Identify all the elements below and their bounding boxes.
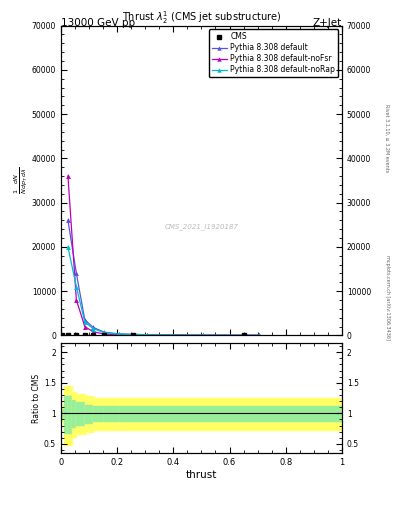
- Pythia 8.308 default-noRap: [116, 331, 121, 337]
- CMS: [130, 332, 135, 338]
- Pythia 8.308 default-noRap: [83, 319, 87, 325]
- Pythia 8.308 default-noRap: [257, 332, 261, 338]
- Pythia 8.308 default-noRap: [66, 244, 70, 250]
- Pythia 8.308 default-noFsr: [83, 324, 87, 330]
- Pythia 8.308 default: [66, 217, 70, 223]
- CMS: [241, 332, 246, 338]
- Text: CMS_2021_I1920187: CMS_2021_I1920187: [164, 224, 239, 230]
- Pythia 8.308 default-noFsr: [66, 173, 70, 179]
- CMS: [66, 332, 70, 338]
- Pythia 8.308 default: [116, 331, 121, 337]
- Text: Rivet 3.1.10, ≥ 3.2M events: Rivet 3.1.10, ≥ 3.2M events: [385, 104, 389, 173]
- Pythia 8.308 default-noFsr: [91, 329, 95, 335]
- Pythia 8.308 default: [102, 329, 107, 335]
- Pythia 8.308 default-noFsr: [102, 331, 107, 337]
- Pythia 8.308 default-noFsr: [200, 332, 205, 338]
- CMS: [83, 332, 87, 338]
- Line: CMS: CMS: [60, 333, 246, 337]
- CMS: [102, 332, 107, 338]
- Y-axis label: $\frac{1}{N}\frac{dN}{dp_T\,d\lambda}$: $\frac{1}{N}\frac{dN}{dp_T\,d\lambda}$: [13, 167, 30, 194]
- Pythia 8.308 default-noRap: [144, 332, 149, 338]
- Pythia 8.308 default-noRap: [74, 284, 79, 290]
- CMS: [91, 332, 95, 338]
- Title: Thrust $\lambda_{2}^{1}$ (CMS jet substructure): Thrust $\lambda_{2}^{1}$ (CMS jet substr…: [122, 9, 281, 26]
- CMS: [60, 332, 65, 338]
- Pythia 8.308 default: [91, 324, 95, 330]
- Line: Pythia 8.308 default-noFsr: Pythia 8.308 default-noFsr: [66, 174, 261, 338]
- Line: Pythia 8.308 default-noRap: Pythia 8.308 default-noRap: [66, 244, 261, 338]
- Pythia 8.308 default: [83, 317, 87, 323]
- Pythia 8.308 default: [200, 332, 205, 338]
- Pythia 8.308 default-noFsr: [116, 332, 121, 338]
- Pythia 8.308 default-noRap: [200, 332, 205, 338]
- Pythia 8.308 default-noRap: [102, 330, 107, 336]
- Y-axis label: Ratio to CMS: Ratio to CMS: [32, 374, 41, 422]
- Pythia 8.308 default: [257, 332, 261, 338]
- Text: 13000 GeV pp: 13000 GeV pp: [61, 18, 135, 28]
- Pythia 8.308 default-noFsr: [144, 332, 149, 338]
- Pythia 8.308 default-noFsr: [74, 297, 79, 303]
- Pythia 8.308 default-noFsr: [257, 332, 261, 338]
- Pythia 8.308 default-noRap: [91, 326, 95, 332]
- Pythia 8.308 default: [74, 270, 79, 276]
- Text: mcplots.cern.ch [arXiv:1306.3436]: mcplots.cern.ch [arXiv:1306.3436]: [385, 254, 389, 339]
- Legend: CMS, Pythia 8.308 default, Pythia 8.308 default-noFsr, Pythia 8.308 default-noRa: CMS, Pythia 8.308 default, Pythia 8.308 …: [209, 29, 338, 77]
- Line: Pythia 8.308 default: Pythia 8.308 default: [66, 218, 261, 338]
- Text: Z+Jet: Z+Jet: [313, 18, 342, 28]
- CMS: [74, 332, 79, 338]
- X-axis label: thrust: thrust: [186, 470, 217, 480]
- Pythia 8.308 default: [144, 332, 149, 338]
